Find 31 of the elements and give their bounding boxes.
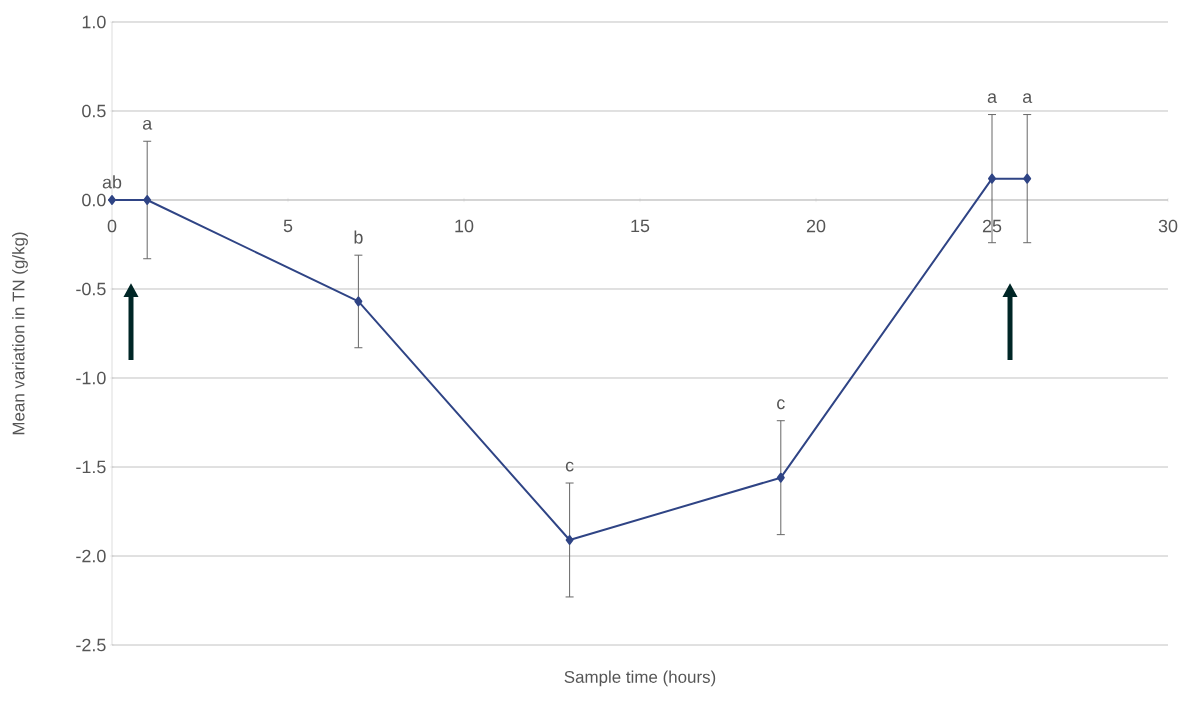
- y-tick-label: 0.0: [82, 193, 106, 207]
- y-tick-label: -1.0: [76, 371, 106, 385]
- annotation: c: [777, 399, 785, 410]
- annotation: a: [987, 93, 997, 104]
- x-tick-label: 0: [107, 219, 117, 233]
- x-tick-label: 30: [1158, 219, 1178, 233]
- x-axis-title: Sample time (hours): [564, 670, 716, 687]
- x-tick-label: 5: [283, 219, 293, 233]
- x-tick-label: 20: [806, 219, 826, 233]
- x-tick-label: 25: [982, 219, 1002, 233]
- y-tick-label: 1.0: [82, 15, 106, 29]
- annotation: a: [142, 119, 153, 130]
- y-tick-label: -2.0: [76, 549, 106, 563]
- point: [1023, 173, 1032, 184]
- point: [143, 195, 152, 205]
- y-tick-label: -1.5: [76, 460, 106, 474]
- annotation: a: [1022, 93, 1033, 104]
- annotation: c: [565, 461, 574, 472]
- y-axis-title: Mean variation in TN (g/kg): [12, 232, 28, 435]
- annotation: b: [354, 230, 363, 244]
- point: [354, 296, 363, 307]
- point: [776, 472, 785, 483]
- x-tick-label: 10: [455, 219, 474, 233]
- annotation: ab: [102, 175, 122, 189]
- point: [565, 534, 574, 545]
- x-tick-label: 15: [631, 219, 650, 233]
- point: [108, 195, 116, 205]
- point: [988, 173, 996, 184]
- y-tick-label: 0.5: [82, 104, 106, 118]
- y-tick-label: -0.5: [76, 282, 106, 296]
- y-tick-label: -2.5: [76, 638, 106, 652]
